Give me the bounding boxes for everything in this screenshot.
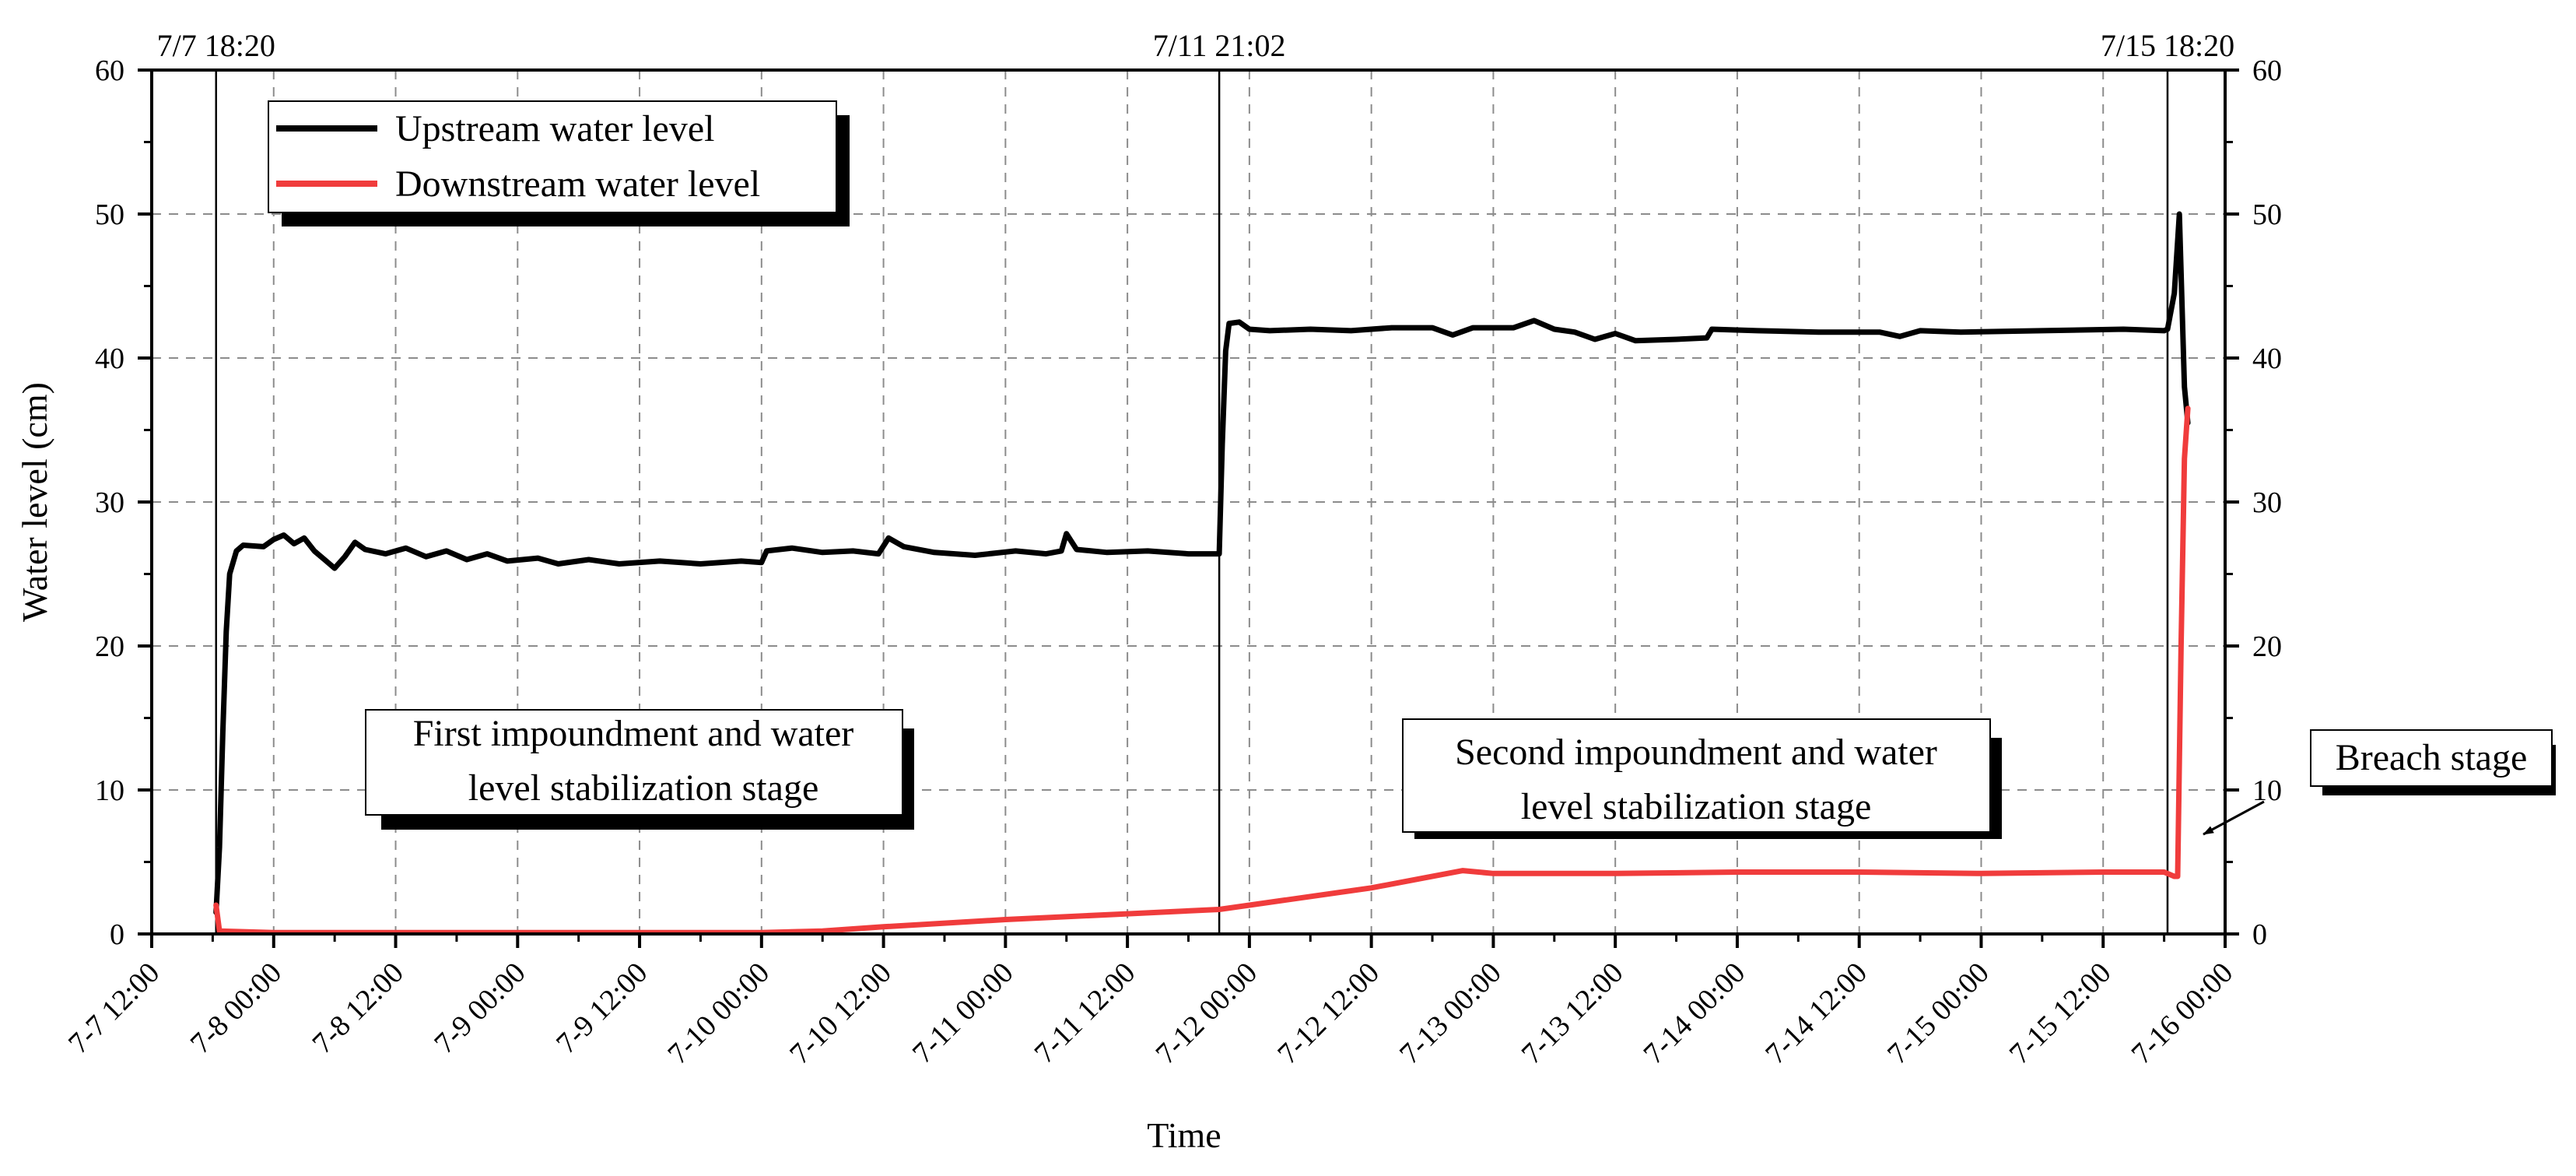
reference-line-label: 7/15 18:20 [2101, 28, 2234, 63]
x-tick-label: 7-10 00:00 [661, 957, 776, 1071]
x-tick-label: 7-14 12:00 [1759, 957, 1873, 1071]
annotation-first-line-2: level stabilization stage [468, 767, 819, 809]
x-tick-label: 7-9 00:00 [428, 957, 531, 1060]
x-tick-label: 7-10 12:00 [783, 957, 898, 1071]
annotation-first-line-1: First impoundment and water [413, 713, 854, 754]
series-line-upstream [213, 211, 2191, 915]
x-tick-label: 7-9 12:00 [550, 957, 654, 1060]
annotation-breach-stage: Breach stage [2203, 729, 2556, 836]
x-tick-label: 7-15 12:00 [2003, 957, 2118, 1071]
x-tick-label: 7-11 00:00 [906, 957, 1020, 1070]
legend-box [268, 100, 837, 213]
breach-arrow [2203, 800, 2265, 836]
legend: Upstream water level Downstream water le… [268, 100, 850, 226]
legend-label-downstream: Downstream water level [395, 163, 760, 205]
x-tick-label: 7-12 12:00 [1271, 957, 1386, 1071]
x-tick-label: 7-14 00:00 [1637, 957, 1751, 1071]
x-tick-label: 7-7 12:00 [62, 957, 166, 1060]
x-tick-label: 7-8 12:00 [306, 957, 409, 1060]
y-axis-title: Water level (cm) [15, 382, 54, 622]
reference-lines: 7/7 18:20 7/11 21:02 7/15 18:20 [157, 28, 2234, 934]
annotation-second-stage: Second impoundment and water level stabi… [1402, 718, 2002, 839]
x-tick-label: 7-13 00:00 [1393, 957, 1508, 1071]
x-tick-label: 7-16 00:00 [2125, 957, 2239, 1071]
y-tick-label-right: 10 [2252, 774, 2282, 807]
y-axis-ticks: 0 0 10 10 20 20 30 30 40 40 50 50 60 60 [95, 54, 2282, 951]
annotation-breach-box [2310, 729, 2553, 787]
x-tick-label: 7-11 12:00 [1029, 957, 1142, 1070]
x-tick-label: 7-8 00:00 [184, 957, 288, 1060]
reference-line-label: 7/11 21:02 [1153, 28, 1286, 63]
y-tick-label-right: 40 [2252, 342, 2282, 375]
y-tick-label-right: 20 [2252, 630, 2282, 663]
y-tick-label-right: 30 [2252, 486, 2282, 519]
x-axis-title: Time [1147, 1115, 1221, 1155]
x-tick-label: 7-13 12:00 [1516, 957, 1630, 1071]
y-tick-label-left: 20 [95, 630, 124, 663]
annotation-second-box [1402, 718, 1991, 833]
annotation-first-box [365, 709, 903, 816]
y-tick-label-right: 60 [2252, 54, 2282, 87]
x-tick-label: 7-15 00:00 [1881, 957, 1996, 1071]
y-tick-label-left: 60 [95, 54, 124, 87]
x-axis-ticks: 7-7 12:00 7-8 00:00 7-8 12:00 7-9 00:00 7-9 … [62, 934, 2239, 1071]
y-tick-label-right: 0 [2252, 918, 2267, 951]
annotation-second-line-1: Second impoundment and water [1455, 732, 1937, 773]
legend-label-upstream: Upstream water level [395, 108, 714, 149]
y-tick-label-right: 50 [2252, 198, 2282, 231]
y-tick-label-left: 50 [95, 198, 124, 231]
y-tick-label-left: 40 [95, 342, 124, 375]
series-line-downstream [213, 405, 2191, 936]
y-tick-label-left: 0 [110, 918, 124, 951]
y-tick-label-left: 10 [95, 774, 124, 807]
annotation-breach-text: Breach stage [2336, 737, 2528, 778]
reference-line-label: 7/7 18:20 [157, 28, 275, 63]
annotation-second-line-2: level stabilization stage [1521, 786, 1872, 827]
y-tick-label-left: 30 [95, 486, 124, 519]
annotation-first-stage: First impoundment and water level stabil… [365, 709, 914, 830]
x-tick-label: 7-12 00:00 [1149, 957, 1263, 1071]
